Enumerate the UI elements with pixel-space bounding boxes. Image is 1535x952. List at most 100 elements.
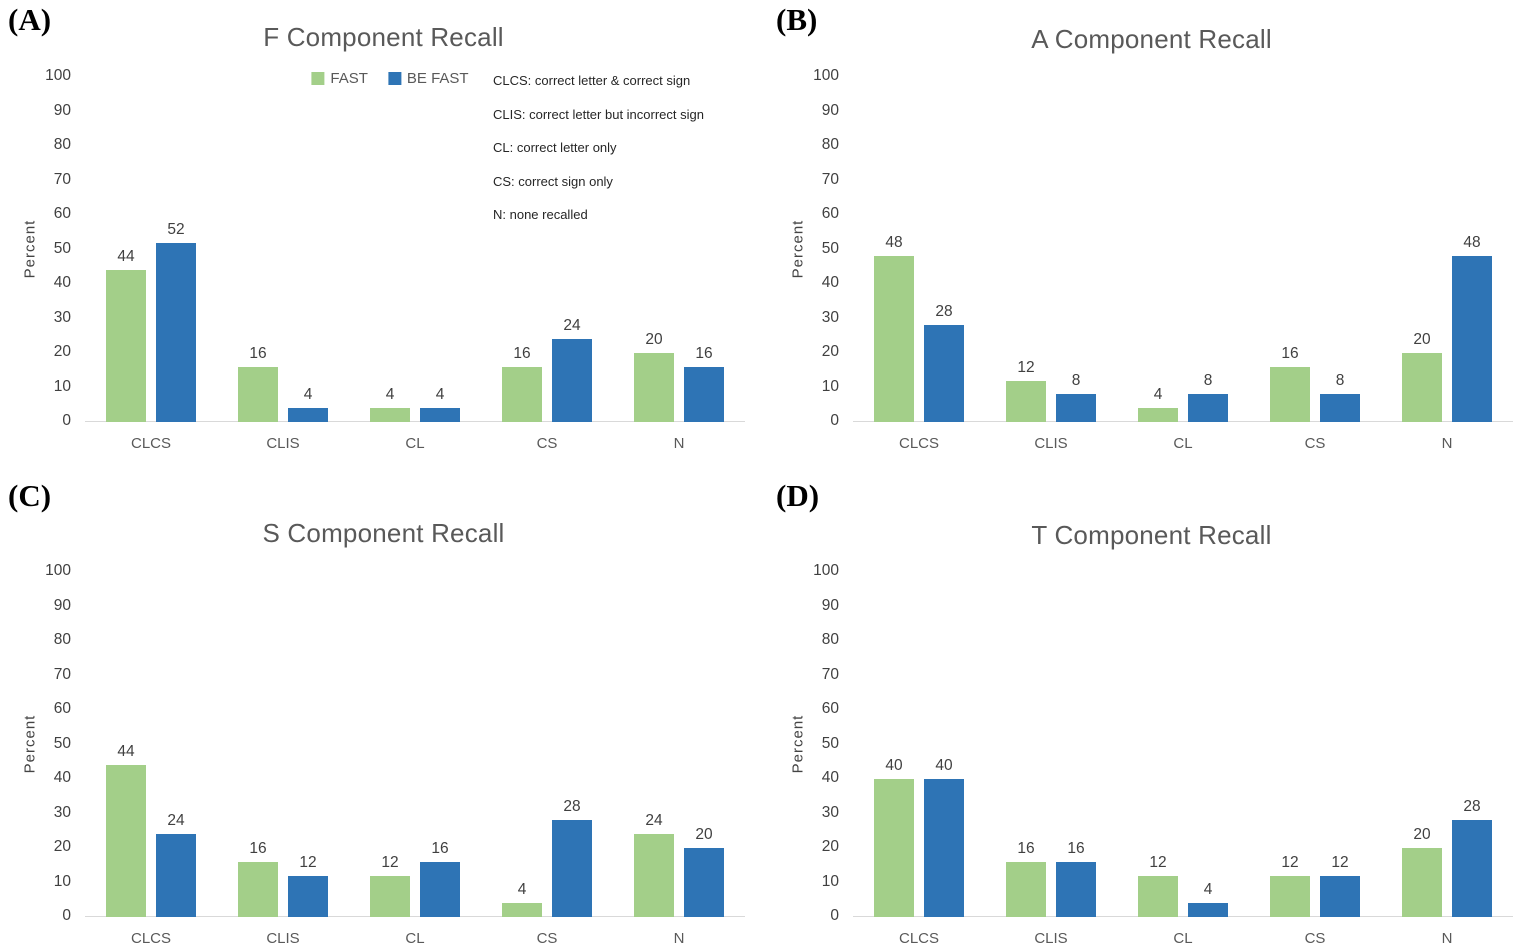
y-tick-label: 30 — [821, 803, 839, 821]
annotation-clis: CLIS: correct letter but incorrect sign — [493, 106, 704, 122]
panel-c: (C) S Component Recall Percent 0 10 20 30 40… — [0, 476, 767, 952]
annotation-n: N: none recalled — [493, 207, 588, 222]
bar-fast-clis: 16 — [1006, 840, 1046, 917]
bar-be-fast-clcs: 52 — [156, 221, 196, 422]
bar-fast-clis: 16 — [238, 345, 278, 422]
x-category-label: CL — [405, 930, 425, 947]
bar-value-label: 8 — [1335, 372, 1345, 390]
bar-value-label: 16 — [1281, 344, 1299, 362]
bar-value-label: 28 — [935, 303, 953, 321]
y-tick-label: 50 — [53, 734, 71, 752]
bar-value-label: 20 — [695, 826, 713, 843]
bar-value-label: 12 — [299, 853, 317, 871]
x-category-label: CLCS — [898, 435, 939, 452]
panel-letter-a: (A) — [8, 2, 52, 37]
bar-fast-cl: 4 — [1138, 386, 1178, 422]
bar-fast-cs: 4 — [502, 881, 542, 917]
y-tick-label: 10 — [53, 377, 71, 395]
chart-title-b: A Component Recall — [1031, 24, 1272, 54]
panel-letter-c: (C) — [8, 478, 52, 513]
bar-fast-clcs: 44 — [106, 743, 146, 917]
bar-value-label: 4 — [435, 386, 445, 404]
y-tick-label: 10 — [53, 872, 71, 890]
y-tick-label: 0 — [62, 412, 71, 429]
bar-value-label: 52 — [167, 220, 185, 238]
legend-swatch-be-fast — [387, 72, 401, 85]
bar-group-clcs: 44 24 CLCS — [85, 572, 217, 947]
bar-fast-cl: 4 — [370, 386, 410, 422]
bar-fast-clcs: 40 — [874, 757, 914, 917]
x-category-label: CLIS — [1034, 930, 1068, 947]
y-tick-label: 100 — [813, 562, 839, 579]
bar-group-clcs: 40 40 CLCS — [853, 572, 985, 947]
bar-value-label: 28 — [1463, 798, 1481, 816]
y-tick-label: 60 — [53, 205, 71, 222]
bar-group-clcs: 44 52 CLCS — [85, 77, 217, 452]
bar-be-fast-clcs: 28 — [924, 303, 964, 422]
bar-be-fast-cl: 4 — [1188, 881, 1228, 917]
bar-value-label: 24 — [563, 317, 581, 335]
plot-area-a: FAST BE FAST CLCS: correct letter & corr… — [45, 67, 745, 452]
x-category-label: CLIS — [266, 435, 300, 452]
plot-area-d: 0 10 20 30 40 50 60 70 80 90 100 40 40 CLCS 16 16 CLIS 12… — [813, 562, 1513, 947]
y-tick-label: 10 — [821, 872, 839, 890]
bar-value-label: 40 — [885, 757, 903, 774]
y-tick-label: 100 — [813, 67, 839, 84]
y-tick-label: 40 — [821, 769, 839, 786]
panel-a: (A) F Component Recall Percent FAST BE F… — [0, 0, 767, 476]
x-category-label: CLCS — [898, 930, 939, 947]
bar-fast-n: 24 — [634, 812, 674, 917]
bar-value-label: 12 — [381, 853, 399, 871]
chart-title-d: T Component Recall — [1031, 520, 1272, 550]
x-category-label: CS — [1304, 930, 1326, 947]
y-tick-label: 100 — [45, 562, 71, 579]
y-tick-label: 50 — [821, 239, 839, 257]
x-category-label: CS — [536, 930, 558, 947]
bar-be-fast-n: 28 — [1452, 798, 1492, 917]
bar-be-fast-clcs: 24 — [156, 812, 196, 917]
y-tick-label: 80 — [821, 136, 839, 153]
bar-fast-n: 20 — [1402, 826, 1442, 917]
bar-fast-cl: 12 — [1138, 854, 1178, 917]
bar-value-label: 8 — [1071, 372, 1081, 390]
y-tick-label: 90 — [53, 101, 71, 119]
bar-fast-cs: 16 — [502, 345, 542, 422]
y-tick-label: 70 — [821, 170, 839, 188]
panel-letter-d: (D) — [776, 478, 820, 513]
bar-value-label: 16 — [249, 344, 267, 362]
legend-item-fast: FAST — [311, 70, 368, 87]
bar-be-fast-cs: 28 — [552, 798, 592, 917]
bar-be-fast-cs: 8 — [1320, 372, 1360, 422]
chart-title-c: S Component Recall — [262, 518, 505, 548]
bar-group-clis: 16 12 CLIS — [217, 572, 349, 947]
bar-group-cs: 4 28 CS — [481, 572, 613, 947]
x-category-label: CS — [1304, 435, 1326, 452]
bar-value-label: 16 — [1067, 839, 1085, 857]
bar-value-label: 12 — [1017, 358, 1035, 376]
bar-value-label: 4 — [385, 386, 395, 404]
y-tick-label: 50 — [821, 734, 839, 752]
bar-group-n: 20 48 N — [1381, 77, 1513, 452]
bar-value-label: 20 — [1413, 331, 1431, 348]
x-category-label: N — [673, 930, 685, 947]
x-category-label: CL — [1173, 930, 1193, 947]
bar-value-label: 44 — [117, 248, 135, 266]
bar-value-label: 12 — [1331, 853, 1349, 871]
y-tick-label: 90 — [821, 596, 839, 614]
x-category-label: CLCS — [130, 930, 171, 947]
x-category-label: CS — [536, 435, 558, 452]
x-category-label: CLIS — [1034, 435, 1068, 452]
y-tick-label: 20 — [53, 838, 71, 855]
y-tick-label: 70 — [821, 665, 839, 683]
bar-be-fast-n: 16 — [684, 345, 724, 422]
bar-group-cs: 16 8 CS — [1249, 77, 1381, 452]
bar-value-label: 28 — [563, 798, 581, 816]
bar-be-fast-cl: 16 — [420, 840, 460, 917]
y-tick-label: 100 — [45, 67, 71, 84]
bar-be-fast-clcs: 40 — [924, 757, 964, 917]
bar-value-label: 20 — [645, 331, 663, 348]
bar-fast-cl: 12 — [370, 854, 410, 917]
y-tick-label: 20 — [821, 343, 839, 360]
y-tick-label: 30 — [53, 308, 71, 326]
legend-item-be-fast: BE FAST — [387, 70, 469, 87]
